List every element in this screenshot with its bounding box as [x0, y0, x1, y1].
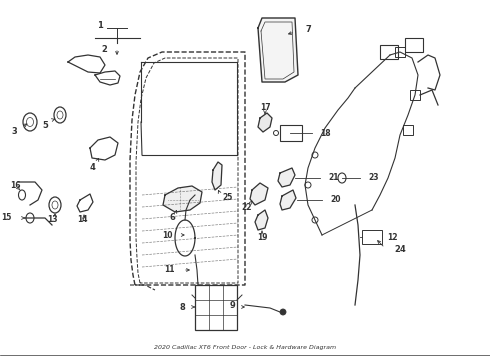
Text: 24: 24: [394, 246, 406, 255]
Polygon shape: [258, 113, 272, 132]
Bar: [280, 125, 302, 141]
Text: 2: 2: [101, 45, 107, 54]
Bar: [405, 38, 423, 52]
Bar: [362, 230, 382, 244]
Polygon shape: [255, 210, 268, 230]
Ellipse shape: [280, 309, 286, 315]
Text: 16: 16: [10, 180, 21, 189]
Text: 2020 Cadillac XT6 Front Door - Lock & Hardware Diagram: 2020 Cadillac XT6 Front Door - Lock & Ha…: [154, 346, 336, 351]
Text: 8: 8: [179, 302, 185, 311]
Text: 9: 9: [229, 301, 235, 310]
Bar: [403, 125, 413, 135]
Text: 11: 11: [165, 266, 175, 274]
Bar: [395, 47, 405, 57]
Polygon shape: [163, 186, 202, 212]
Text: 17: 17: [260, 103, 270, 112]
Polygon shape: [212, 162, 222, 190]
Text: 25: 25: [222, 194, 232, 202]
Polygon shape: [250, 183, 268, 205]
Bar: [410, 90, 420, 100]
Text: 19: 19: [257, 234, 267, 243]
Text: 20: 20: [330, 195, 341, 204]
Text: 21: 21: [328, 174, 339, 183]
Text: 3: 3: [11, 127, 17, 136]
Text: 13: 13: [47, 216, 57, 225]
Text: 10: 10: [163, 230, 173, 239]
Text: 12: 12: [387, 233, 397, 242]
Text: 15: 15: [1, 213, 12, 222]
Text: 7: 7: [305, 26, 311, 35]
Polygon shape: [280, 190, 296, 210]
Text: 18: 18: [320, 129, 331, 138]
Text: 4: 4: [89, 163, 95, 172]
Polygon shape: [258, 18, 298, 82]
Text: 14: 14: [77, 216, 87, 225]
Bar: [380, 45, 398, 59]
Text: 1: 1: [97, 21, 103, 30]
Bar: [195, 285, 237, 330]
Text: 23: 23: [368, 174, 378, 183]
Polygon shape: [278, 168, 295, 187]
Text: 22: 22: [242, 203, 252, 212]
Text: 6: 6: [169, 213, 175, 222]
Text: 5: 5: [42, 121, 48, 130]
